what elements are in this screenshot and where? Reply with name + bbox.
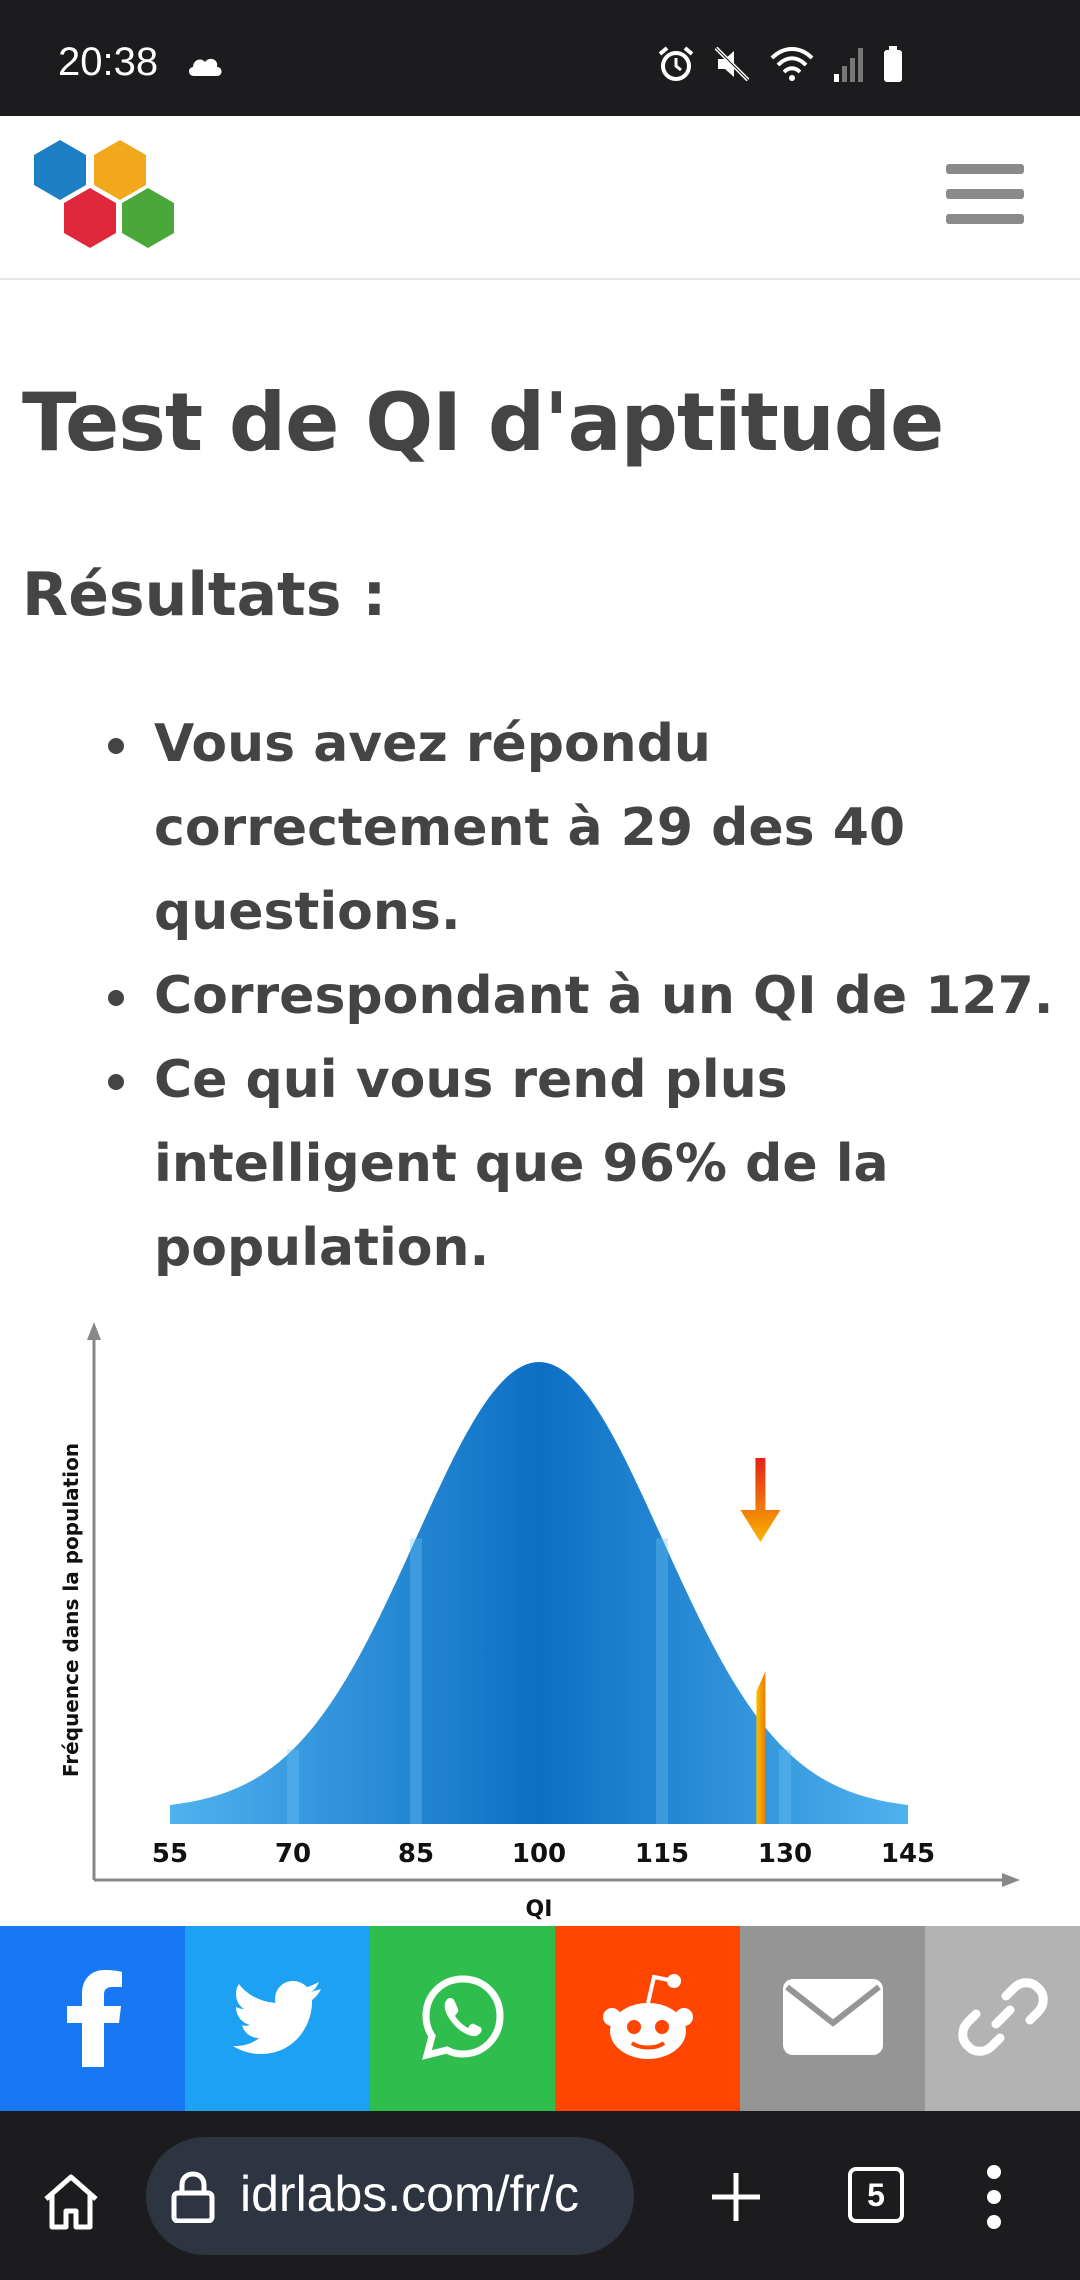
battery-icon	[882, 44, 904, 88]
url-text: idrlabs.com/fr/c	[240, 2166, 579, 2222]
results-list: Vous avez répondu correctement à 29 des …	[106, 702, 1066, 1290]
sd-band	[410, 1538, 422, 1824]
x-tick-label: 70	[275, 1839, 311, 1869]
logo-hexagon	[94, 140, 146, 200]
lock-icon	[168, 2171, 218, 2227]
iq-distribution-chart: 55 70 85 100 115 130 145 QI Fréquence dans la po…	[40, 1310, 1040, 1930]
whatsapp-icon	[419, 1973, 507, 2065]
facebook-icon	[58, 1967, 128, 2071]
share-email-button[interactable]	[740, 1926, 925, 2111]
x-tick-label: 100	[512, 1839, 566, 1869]
result-item-correct-answers: Vous avez répondu correctement à 29 des …	[106, 702, 1066, 954]
email-icon	[782, 1978, 883, 2059]
x-tick-label: 115	[635, 1839, 689, 1869]
browser-toolbar: idrlabs.com/fr/c 5	[0, 2111, 1080, 2280]
iq-marker-line	[756, 1671, 766, 1824]
iq-marker-arrow	[740, 1458, 781, 1542]
sd-band	[287, 1749, 299, 1824]
x-axis-label: QI	[526, 1897, 553, 1922]
site-header	[0, 116, 1080, 280]
url-bar[interactable]: idrlabs.com/fr/c	[146, 2137, 634, 2255]
share-facebook-button[interactable]	[0, 1926, 185, 2111]
x-axis-arrow	[1002, 1873, 1020, 1887]
more-options-icon[interactable]	[984, 2165, 1004, 2229]
share-link-button[interactable]	[925, 1926, 1080, 2111]
alarm-icon	[656, 44, 696, 88]
bell-curve	[170, 1362, 908, 1824]
mute-icon	[712, 44, 752, 88]
reddit-icon	[598, 1969, 698, 2069]
tabs-button[interactable]: 5	[848, 2167, 904, 2223]
status-icons	[656, 44, 904, 88]
signal-icon	[832, 44, 866, 88]
status-bar: 20:38	[0, 0, 1080, 116]
logo-hexagon	[122, 188, 174, 248]
x-tick-label: 55	[152, 1839, 188, 1869]
cloud-icon	[186, 54, 224, 82]
share-bar	[0, 1926, 1080, 2111]
share-reddit-button[interactable]	[555, 1926, 740, 2111]
x-tick-label: 130	[758, 1839, 812, 1869]
wifi-icon	[768, 44, 816, 88]
sd-band	[779, 1749, 791, 1824]
result-item-iq-score: Correspondant à un QI de 127.	[106, 954, 1066, 1038]
new-tab-icon[interactable]	[708, 2169, 764, 2225]
hexagon-logo[interactable]	[28, 140, 180, 260]
page-title: Test de QI d'aptitude	[22, 376, 944, 469]
home-icon[interactable]	[38, 2169, 104, 2235]
share-whatsapp-button[interactable]	[370, 1926, 555, 2111]
results-heading: Résultats :	[22, 560, 387, 630]
logo-hexagon	[34, 140, 86, 200]
logo-hexagon	[64, 188, 116, 248]
share-twitter-button[interactable]	[185, 1926, 370, 2111]
hamburger-menu-icon[interactable]	[946, 164, 1024, 234]
y-axis-arrow	[87, 1322, 101, 1340]
twitter-icon	[232, 1980, 323, 2058]
y-axis-label: Fréquence dans la population	[59, 1443, 83, 1777]
x-tick-label: 145	[881, 1839, 935, 1869]
sd-band	[656, 1538, 668, 1824]
link-icon	[957, 1972, 1048, 2066]
result-item-percentile: Ce qui vous rend plus intelligent que 96…	[106, 1038, 1066, 1290]
status-time: 20:38	[58, 40, 159, 84]
x-tick-label: 85	[398, 1839, 434, 1869]
